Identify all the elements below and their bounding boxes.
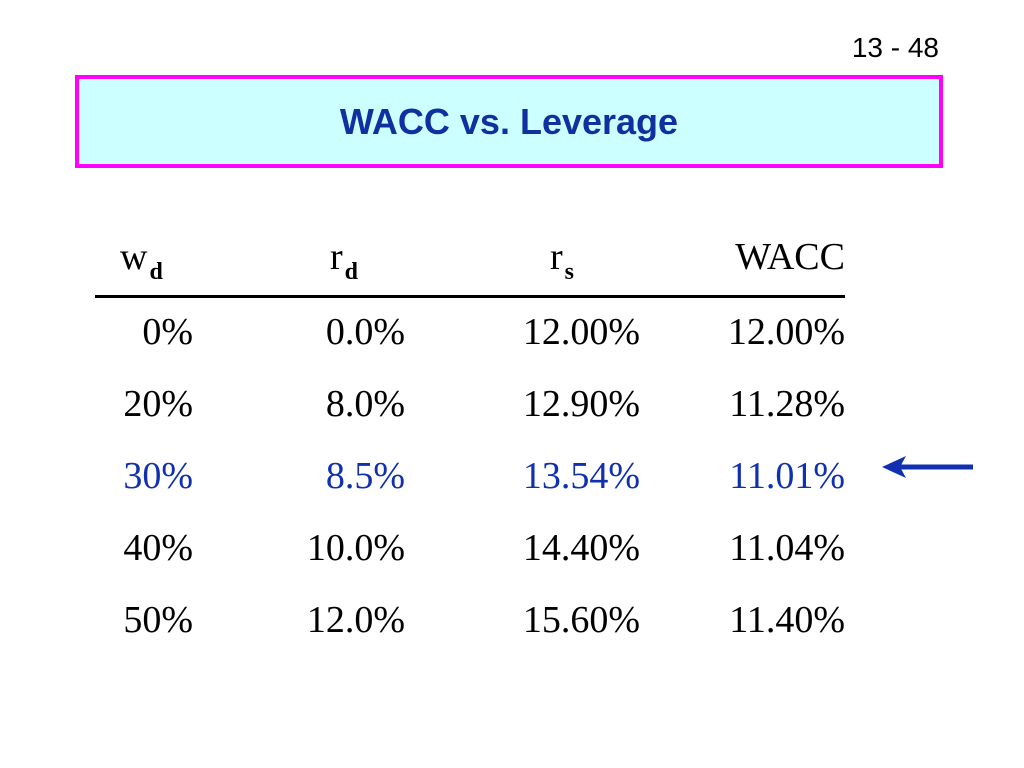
wacc-table: wd rd rs WACC 0% 0.0% 12.00% 12.00% 20% … (95, 225, 845, 658)
left-arrow-icon (882, 456, 973, 478)
cell-wacc: 11.01% (729, 455, 845, 497)
header-rd-base: r (330, 236, 343, 278)
cell-rs: 12.00% (522, 311, 640, 353)
cell-wacc: 11.40% (729, 599, 845, 641)
cell-wd: 40% (123, 527, 193, 569)
cell-wacc: 11.28% (729, 383, 845, 425)
cell-rs: 12.90% (522, 383, 640, 425)
table-header-row: wd rd rs WACC (95, 225, 845, 298)
table-row: 50% 12.0% 15.60% 11.40% (95, 586, 845, 658)
header-wd-sub: d (149, 259, 163, 285)
cell-rs: 14.40% (522, 527, 640, 569)
header-wd-base: w (120, 236, 148, 278)
cell-wd: 20% (123, 383, 193, 425)
header-wacc: WACC (735, 236, 845, 278)
header-wd: wd (120, 233, 163, 286)
cell-wd: 30% (123, 455, 193, 497)
header-rs-base: r (550, 236, 563, 278)
cell-rd: 0.0% (325, 311, 405, 353)
header-rs: rs (550, 233, 574, 286)
cell-wacc: 11.04% (729, 527, 845, 569)
cell-rs: 15.60% (522, 599, 640, 641)
table-row: 0% 0.0% 12.00% 12.00% (95, 298, 845, 370)
slide-title: WACC vs. Leverage (339, 100, 679, 142)
cell-rd: 8.0% (325, 383, 405, 425)
table-row-highlighted: 30% 8.5% 13.54% 11.01% (95, 442, 845, 514)
cell-rd: 12.0% (306, 599, 405, 641)
slide-number: 13 - 48 (851, 32, 939, 63)
title-box: WACC vs. Leverage (75, 75, 943, 168)
cell-rd: 10.0% (306, 527, 405, 569)
table-row: 40% 10.0% 14.40% 11.04% (95, 514, 845, 586)
table-row: 20% 8.0% 12.90% 11.28% (95, 370, 845, 442)
cell-wd: 50% (123, 599, 193, 641)
cell-rs: 13.54% (522, 455, 640, 497)
header-rd-sub: d (344, 259, 359, 285)
header-rd: rd (330, 233, 358, 286)
header-rs-sub: s (564, 259, 574, 285)
cell-wd: 0% (142, 311, 193, 353)
cell-wacc: 12.00% (727, 311, 845, 353)
cell-rd: 8.5% (325, 455, 405, 497)
